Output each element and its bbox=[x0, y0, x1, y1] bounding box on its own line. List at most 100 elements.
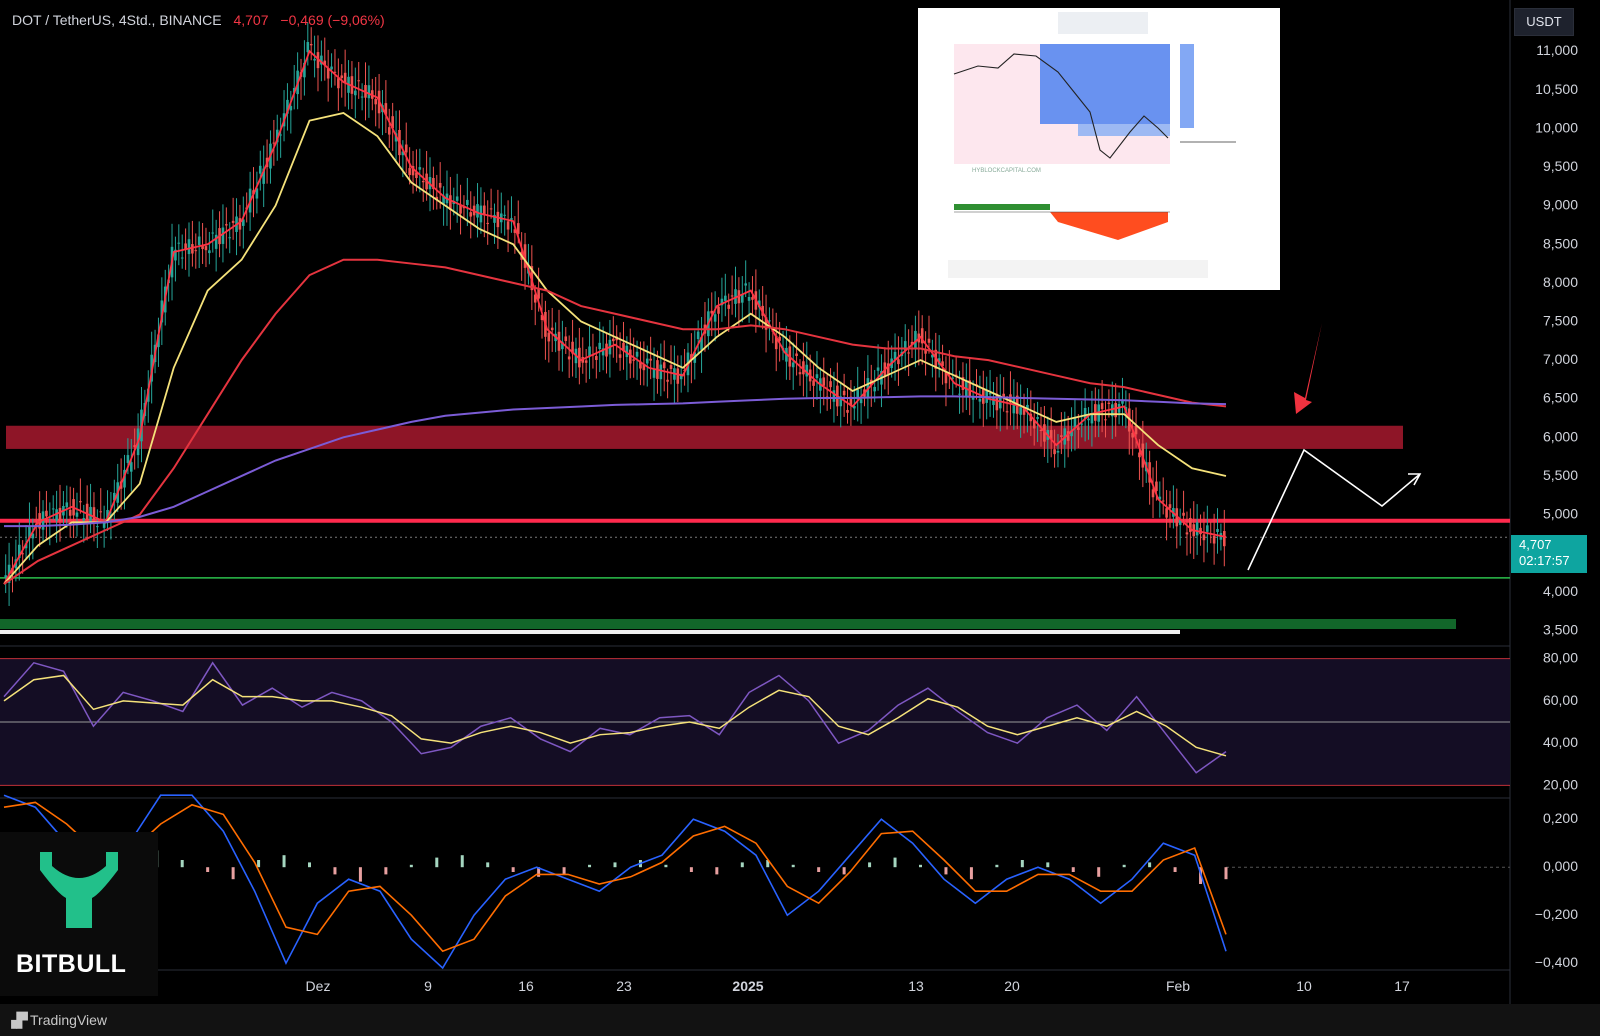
time-tick-label: 17 bbox=[1394, 978, 1410, 994]
candle-body bbox=[513, 229, 517, 233]
candle-body bbox=[639, 361, 642, 369]
candle-body bbox=[713, 314, 717, 322]
macd-histogram-bar bbox=[460, 855, 464, 868]
time-tick-label: 16 bbox=[518, 978, 534, 994]
macd-histogram-bar bbox=[1071, 867, 1075, 872]
candle-body bbox=[927, 338, 931, 343]
macd-histogram-bar bbox=[868, 862, 872, 868]
candle-body bbox=[187, 239, 191, 255]
candle-body bbox=[958, 393, 961, 395]
macd-histogram-bar bbox=[766, 860, 770, 868]
candle-body bbox=[812, 380, 815, 386]
candle-body bbox=[798, 372, 802, 375]
macd-histogram-bar bbox=[282, 855, 286, 868]
footer-brand[interactable]: TradingView bbox=[30, 1012, 108, 1028]
candle-body bbox=[466, 199, 469, 205]
macd-histogram-bar bbox=[435, 857, 439, 868]
macd-histogram-bar bbox=[537, 867, 541, 877]
macd-histogram-bar bbox=[1097, 867, 1101, 877]
candle-body bbox=[309, 43, 313, 46]
candle-body bbox=[557, 331, 561, 351]
candle-body bbox=[58, 507, 62, 521]
candle-body bbox=[275, 129, 279, 143]
candle-body bbox=[540, 314, 544, 321]
macd-histogram-bar bbox=[206, 867, 210, 872]
candle-body bbox=[595, 356, 598, 360]
candle-body bbox=[839, 396, 843, 407]
candle-body bbox=[228, 237, 232, 239]
candle-body bbox=[506, 221, 510, 230]
symbol-header[interactable]: DOT / TetherUS, 4Std., BINANCE 4,707 −0,… bbox=[12, 12, 385, 28]
price-tick-label: 10,000 bbox=[1535, 119, 1578, 135]
macd-tick-label: −0,200 bbox=[1535, 906, 1578, 922]
candle-body bbox=[1202, 534, 1206, 541]
candle-body bbox=[774, 335, 778, 350]
candle-body bbox=[1185, 532, 1189, 535]
candle-body bbox=[1104, 419, 1107, 421]
candle-body bbox=[907, 352, 910, 354]
currency-button[interactable]: USDT bbox=[1514, 8, 1574, 36]
candle-body bbox=[727, 304, 731, 309]
candle-body bbox=[354, 90, 357, 96]
candle-body bbox=[612, 338, 615, 342]
candle-body bbox=[201, 246, 204, 250]
bitbull-logo bbox=[0, 832, 158, 996]
candle-body bbox=[476, 204, 479, 218]
macd-histogram-bar bbox=[919, 864, 922, 868]
time-tick-label: Feb bbox=[1166, 978, 1190, 994]
candle-body bbox=[768, 320, 771, 322]
candle-body bbox=[408, 168, 411, 175]
candle-body bbox=[1206, 525, 1209, 532]
macd-histogram-bar bbox=[740, 862, 744, 868]
candle-body bbox=[547, 332, 551, 342]
candle-body bbox=[272, 142, 276, 144]
candle-body bbox=[652, 368, 656, 378]
candle-body bbox=[992, 396, 995, 405]
candle-body bbox=[805, 364, 809, 377]
candle-body bbox=[903, 341, 907, 351]
macd-histogram-bar bbox=[1122, 864, 1126, 868]
candle-body bbox=[286, 99, 289, 114]
candle-body bbox=[859, 399, 863, 404]
candle-body bbox=[822, 377, 826, 386]
candle-body bbox=[1110, 404, 1114, 417]
macd-histogram-bar bbox=[308, 862, 311, 868]
candle-body bbox=[231, 220, 235, 223]
candle-body bbox=[744, 283, 747, 286]
candle-body bbox=[669, 365, 673, 370]
candle-body bbox=[567, 356, 571, 360]
macd-tick-label: 0,000 bbox=[1543, 858, 1578, 874]
macd-histogram-bar bbox=[1173, 867, 1177, 872]
price-tick-label: 10,500 bbox=[1535, 81, 1578, 97]
price-tag-value: 4,707 bbox=[1519, 537, 1552, 552]
candle-body bbox=[418, 167, 422, 170]
candle-body bbox=[1107, 402, 1111, 404]
candle-body bbox=[1090, 414, 1094, 424]
candle-body bbox=[262, 168, 265, 184]
price-tick-label: 9,000 bbox=[1543, 197, 1578, 213]
candle-body bbox=[1131, 432, 1134, 438]
macd-tick-label: −0,400 bbox=[1535, 954, 1578, 970]
candle-body bbox=[924, 349, 927, 354]
price-tick-label: 6,500 bbox=[1543, 390, 1578, 406]
candle-body bbox=[79, 501, 82, 503]
candle-body bbox=[628, 349, 632, 364]
candle-body bbox=[588, 346, 591, 357]
candle-body bbox=[642, 363, 646, 371]
resistance-zone bbox=[6, 425, 1403, 449]
candle-body bbox=[951, 377, 955, 379]
price-pane bbox=[0, 22, 1510, 634]
candle-body bbox=[421, 180, 425, 183]
rsi-tick-label: 40,00 bbox=[1543, 734, 1578, 750]
macd-histogram-bar bbox=[588, 864, 592, 868]
candle-body bbox=[133, 445, 136, 448]
candle-body bbox=[496, 211, 500, 228]
candle-body bbox=[1100, 403, 1104, 410]
price-tick-label: 7,000 bbox=[1543, 351, 1578, 367]
price-tick-label: 4,000 bbox=[1543, 583, 1578, 599]
candle-body bbox=[724, 295, 727, 301]
candle-body bbox=[337, 78, 340, 89]
candle-body bbox=[944, 371, 948, 384]
candle-body bbox=[1066, 431, 1070, 441]
